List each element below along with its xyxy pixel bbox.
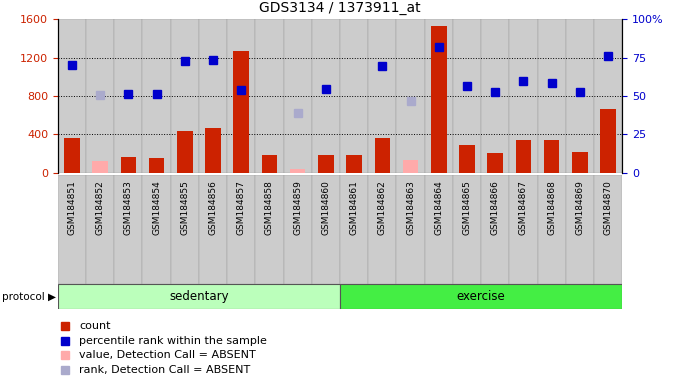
Bar: [256, 175, 284, 284]
Bar: [318, 155, 334, 173]
Bar: [594, 19, 622, 173]
Text: exercise: exercise: [457, 290, 505, 303]
Bar: [143, 19, 171, 173]
Bar: [538, 175, 566, 284]
Bar: [58, 175, 86, 284]
Bar: [284, 19, 312, 173]
Text: value, Detection Call = ABSENT: value, Detection Call = ABSENT: [80, 351, 256, 361]
Bar: [509, 175, 538, 284]
Bar: [340, 175, 369, 284]
Bar: [262, 155, 277, 173]
Bar: [86, 175, 114, 284]
Bar: [515, 140, 531, 173]
Text: GSM184854: GSM184854: [152, 180, 161, 235]
Bar: [58, 284, 340, 309]
Bar: [544, 140, 560, 173]
Bar: [375, 138, 390, 173]
Text: GSM184866: GSM184866: [491, 180, 500, 235]
Bar: [199, 175, 227, 284]
Text: rank, Detection Call = ABSENT: rank, Detection Call = ABSENT: [80, 365, 250, 375]
Bar: [346, 155, 362, 173]
Bar: [369, 19, 396, 173]
Bar: [284, 175, 312, 284]
Bar: [149, 158, 165, 173]
Bar: [481, 19, 509, 173]
Bar: [114, 19, 143, 173]
Bar: [340, 284, 622, 309]
Text: GSM184858: GSM184858: [265, 180, 274, 235]
Text: GSM184859: GSM184859: [293, 180, 302, 235]
Text: GSM184856: GSM184856: [209, 180, 218, 235]
Bar: [120, 157, 136, 173]
Bar: [312, 19, 340, 173]
Bar: [92, 161, 108, 173]
Bar: [205, 127, 221, 173]
Bar: [488, 152, 503, 173]
Bar: [566, 175, 594, 284]
Bar: [171, 19, 199, 173]
Text: GSM184853: GSM184853: [124, 180, 133, 235]
Text: GSM184862: GSM184862: [378, 180, 387, 235]
Bar: [369, 175, 396, 284]
Bar: [58, 19, 86, 173]
Text: GSM184867: GSM184867: [519, 180, 528, 235]
Bar: [459, 145, 475, 173]
Bar: [312, 175, 340, 284]
Bar: [403, 160, 418, 173]
Bar: [572, 152, 588, 173]
Text: GSM184857: GSM184857: [237, 180, 245, 235]
Text: GSM184870: GSM184870: [604, 180, 613, 235]
Text: GSM184864: GSM184864: [435, 180, 443, 235]
Bar: [227, 175, 256, 284]
Bar: [566, 19, 594, 173]
Text: protocol ▶: protocol ▶: [2, 291, 56, 302]
Bar: [594, 175, 622, 284]
Bar: [86, 19, 114, 173]
Text: GSM184863: GSM184863: [406, 180, 415, 235]
Text: GSM184868: GSM184868: [547, 180, 556, 235]
Text: GSM184861: GSM184861: [350, 180, 358, 235]
Text: GSM184869: GSM184869: [575, 180, 584, 235]
Text: GSM184865: GSM184865: [462, 180, 471, 235]
Bar: [64, 138, 80, 173]
Bar: [453, 175, 481, 284]
Bar: [114, 175, 143, 284]
Bar: [143, 175, 171, 284]
Bar: [171, 175, 199, 284]
Bar: [425, 19, 453, 173]
Bar: [481, 175, 509, 284]
Bar: [290, 169, 305, 173]
Text: percentile rank within the sample: percentile rank within the sample: [80, 336, 267, 346]
Bar: [227, 19, 256, 173]
Bar: [538, 19, 566, 173]
Text: GSM184860: GSM184860: [322, 180, 330, 235]
Text: count: count: [80, 321, 111, 331]
Bar: [199, 19, 227, 173]
Text: sedentary: sedentary: [169, 290, 228, 303]
Bar: [396, 19, 425, 173]
Bar: [340, 19, 369, 173]
Bar: [396, 175, 425, 284]
Text: GSM184852: GSM184852: [96, 180, 105, 235]
Text: GSM184855: GSM184855: [180, 180, 189, 235]
Bar: [509, 19, 538, 173]
Text: GSM184851: GSM184851: [67, 180, 76, 235]
Bar: [600, 109, 616, 173]
Bar: [431, 26, 447, 173]
Bar: [256, 19, 284, 173]
Bar: [453, 19, 481, 173]
Title: GDS3134 / 1373911_at: GDS3134 / 1373911_at: [259, 2, 421, 15]
Bar: [425, 175, 453, 284]
Bar: [233, 51, 249, 173]
Bar: [177, 131, 192, 173]
